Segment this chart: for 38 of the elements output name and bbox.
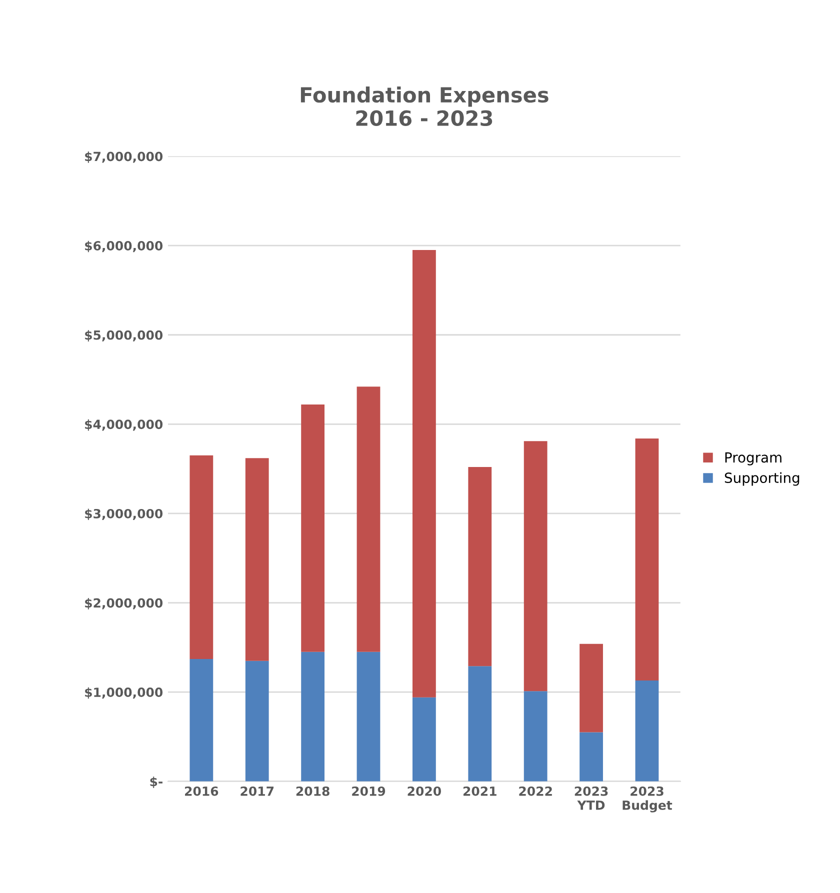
legend-label: Program [725, 452, 782, 466]
legend-label: Supporting [724, 472, 800, 486]
bar [580, 644, 603, 732]
y-tick-label: $6,000,000 [85, 240, 163, 252]
y-tick-label: $5,000,000 [85, 330, 163, 342]
bar [245, 458, 269, 661]
x-tick-label: 2020 [408, 786, 441, 796]
bar [635, 680, 659, 782]
bar [356, 652, 380, 782]
y-tick-label: $- [150, 776, 162, 788]
y-tick-label: $4,000,000 [85, 419, 163, 431]
bar [301, 404, 325, 652]
chart-title: Foundation Expenses 2016 - 2023 [300, 86, 548, 126]
x-tick-label: 2023 YTD [574, 786, 608, 810]
x-tick-label: 2018 [296, 786, 330, 796]
bar [468, 666, 492, 782]
bar [468, 467, 492, 666]
bar [245, 660, 269, 782]
x-tick-label: 2022 [519, 786, 552, 796]
y-tick-label: $3,000,000 [85, 508, 163, 520]
bar [524, 691, 548, 782]
bar [580, 732, 603, 782]
bar [412, 250, 436, 698]
x-tick-label: 2017 [240, 786, 274, 796]
y-tick-label: $1,000,000 [85, 687, 163, 699]
bar [356, 386, 380, 652]
bar [635, 438, 659, 680]
x-tick-label: 2021 [463, 786, 496, 796]
bar [190, 659, 214, 782]
bar [190, 455, 214, 660]
y-tick-label: $2,000,000 [85, 598, 163, 610]
y-tick-label: $7,000,000 [85, 152, 163, 163]
bar [524, 441, 548, 692]
bar [412, 697, 436, 782]
x-tick-label: 2016 [185, 786, 218, 796]
x-tick-label: 2023 Budget [622, 786, 672, 812]
x-tick-label: 2019 [352, 786, 386, 796]
bar [301, 652, 325, 782]
